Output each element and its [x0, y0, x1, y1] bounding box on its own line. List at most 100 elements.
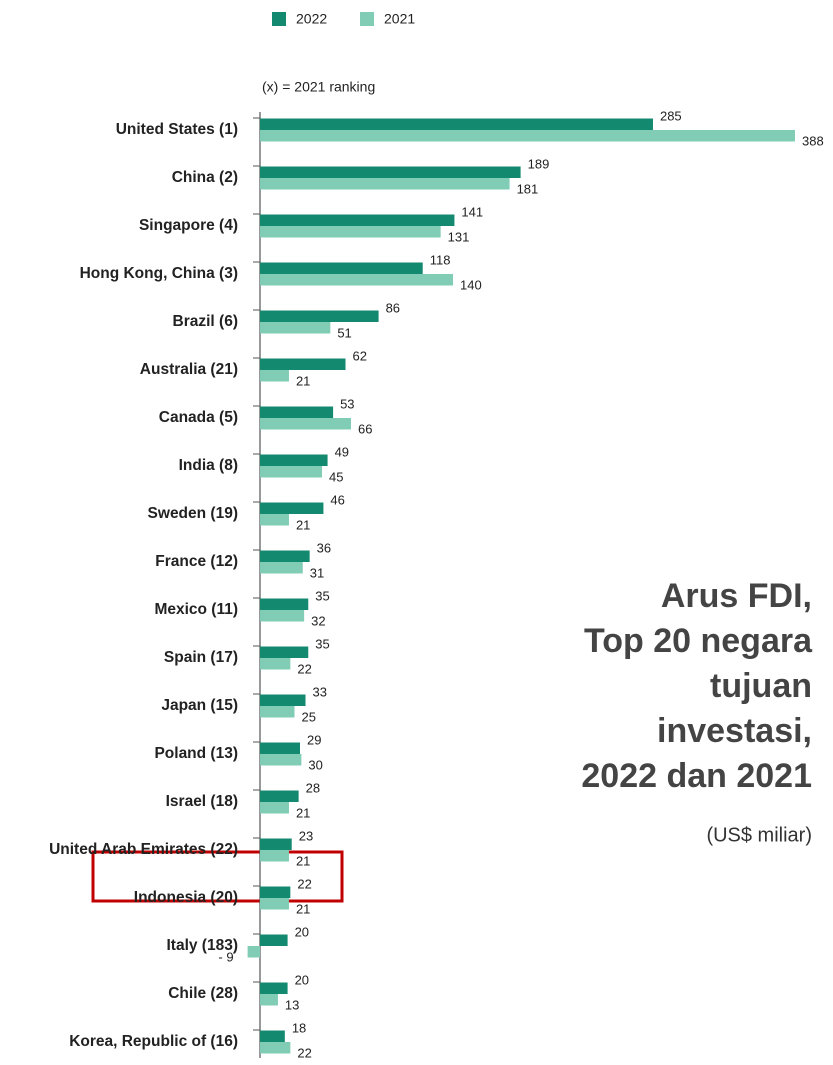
category-label: Canada (5) [159, 409, 238, 426]
bar [260, 166, 521, 178]
bar [260, 466, 323, 478]
bar [260, 118, 653, 130]
category-label: Singapore (4) [139, 217, 238, 234]
category-label: Australia (21) [140, 361, 238, 378]
value-label: 21 [296, 853, 310, 868]
bar [260, 322, 331, 334]
value-label: 28 [306, 780, 320, 795]
category-label: United States (1) [116, 121, 238, 138]
category-label: France (12) [155, 553, 238, 570]
value-label: 45 [329, 469, 343, 484]
category-label: Sweden (19) [148, 505, 238, 522]
bar [260, 130, 795, 142]
category-label: Japan (15) [161, 697, 238, 714]
bar [260, 706, 295, 718]
chart-title: Top 20 negara [584, 622, 813, 660]
bar [247, 946, 261, 958]
bar [260, 694, 306, 706]
value-label: 21 [296, 901, 310, 916]
category-label: Chile (28) [168, 985, 238, 1002]
legend-label: 2022 [296, 11, 327, 27]
category-label: Italy (183) [166, 937, 238, 954]
value-label: 22 [297, 876, 311, 891]
bar [260, 610, 305, 622]
value-label: 51 [337, 325, 351, 340]
annotation: (x) = 2021 ranking [262, 79, 375, 95]
category-label: India (8) [179, 457, 238, 474]
value-label: 20 [295, 924, 309, 939]
bar [260, 406, 334, 418]
bar [260, 850, 289, 862]
bar [260, 1042, 291, 1054]
value-label: 53 [340, 396, 354, 411]
bar [260, 838, 292, 850]
value-label: 46 [330, 492, 344, 507]
value-label: 62 [352, 348, 366, 363]
bar [260, 742, 300, 754]
bar [260, 550, 310, 562]
category-label: China (2) [172, 169, 238, 186]
value-label: 35 [315, 636, 329, 651]
category-label: Spain (17) [164, 649, 238, 666]
value-label: 13 [285, 997, 299, 1012]
value-label: 285 [660, 108, 682, 123]
value-label: 388 [802, 133, 824, 148]
legend-label: 2021 [384, 11, 415, 27]
bar [260, 274, 454, 286]
chart-title: Arus FDI, [661, 577, 812, 615]
chart-title: tujuan [710, 667, 812, 705]
bar [260, 1030, 285, 1042]
value-label: 25 [301, 709, 315, 724]
bar [260, 934, 288, 946]
value-label: 86 [386, 300, 400, 315]
value-label: - 9 [218, 949, 233, 964]
bar [260, 886, 291, 898]
value-label: 21 [296, 517, 310, 532]
category-label: Mexico (11) [154, 601, 238, 618]
value-label: 21 [296, 373, 310, 388]
value-label: 118 [430, 252, 451, 267]
bar [260, 358, 346, 370]
bar [260, 454, 328, 466]
bar [260, 562, 303, 574]
bar [260, 418, 352, 430]
value-label: 189 [528, 156, 550, 171]
value-label: 131 [448, 229, 470, 244]
category-label: Poland (13) [154, 745, 238, 762]
value-label: 140 [460, 277, 482, 292]
bar [260, 598, 309, 610]
bar [260, 370, 289, 382]
value-label: 32 [311, 613, 325, 628]
category-label: United Arab Emirates (22) [49, 841, 238, 858]
legend-swatch [360, 12, 374, 26]
bar [260, 646, 309, 658]
bar [260, 658, 291, 670]
bar [260, 502, 324, 514]
value-label: 31 [310, 565, 324, 580]
value-label: 36 [317, 540, 331, 555]
value-label: 35 [315, 588, 329, 603]
bar [260, 514, 289, 526]
value-label: 18 [292, 1020, 306, 1035]
bar [260, 802, 289, 814]
bar [260, 898, 289, 910]
subtitle: (US$ miliar) [706, 824, 812, 846]
value-label: 181 [517, 181, 539, 196]
bar [260, 214, 455, 226]
category-label: Indonesia (20) [134, 889, 238, 906]
bar [260, 310, 379, 322]
value-label: 29 [307, 732, 321, 747]
category-label: Israel (18) [166, 793, 238, 810]
bar [260, 262, 423, 274]
value-label: 20 [295, 972, 309, 987]
bar [260, 178, 510, 190]
value-label: 141 [461, 204, 483, 219]
chart-title: investasi, [657, 712, 812, 750]
category-label: Korea, Republic of (16) [69, 1033, 238, 1050]
bar [260, 754, 302, 766]
bar [260, 994, 278, 1006]
bar [260, 982, 288, 994]
value-label: 33 [313, 684, 327, 699]
bar [260, 790, 299, 802]
